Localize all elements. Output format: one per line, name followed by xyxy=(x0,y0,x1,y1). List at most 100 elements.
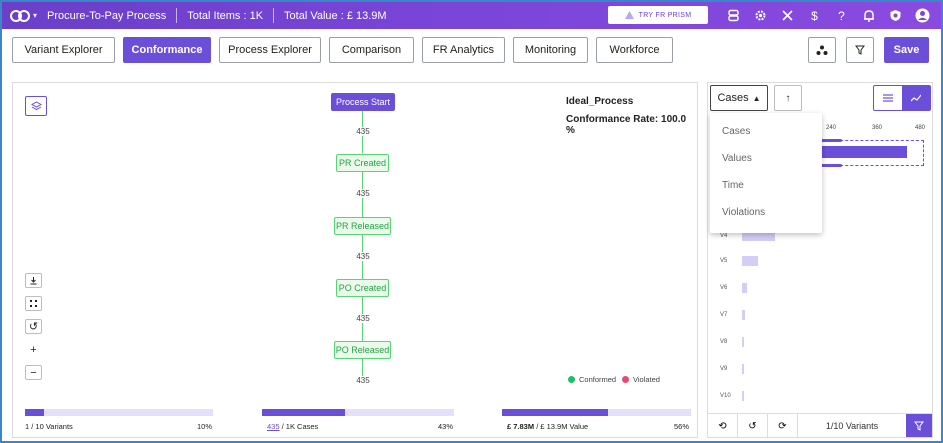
divider xyxy=(273,8,275,23)
range-handle-bottom[interactable] xyxy=(820,164,842,167)
process-title: Procure-To-Pay Process xyxy=(47,9,167,22)
variant-bar-v10[interactable] xyxy=(742,391,744,401)
variant-bar-v7[interactable] xyxy=(742,310,745,320)
menu-item-values[interactable]: Values xyxy=(722,153,752,164)
variant-bar-v8[interactable] xyxy=(742,337,744,347)
zoom-out-button[interactable]: − xyxy=(25,365,42,380)
list-icon xyxy=(883,94,893,102)
variant-label: V6 xyxy=(720,285,728,291)
tab-comparison[interactable]: Comparison xyxy=(329,37,414,63)
dollar-icon[interactable]: $ xyxy=(811,8,818,23)
download-button[interactable] xyxy=(25,273,42,288)
minus-icon: − xyxy=(30,366,37,379)
edge xyxy=(362,359,363,377)
model-name: Ideal_Process xyxy=(566,96,634,107)
download-icon xyxy=(30,277,37,285)
save-button[interactable]: Save xyxy=(884,37,929,63)
filter-icon xyxy=(914,421,924,431)
variant-label: V4 xyxy=(720,233,728,239)
variant-label: V10 xyxy=(720,393,731,399)
node-pr-created[interactable]: PR Created xyxy=(336,154,389,172)
bell-icon[interactable] xyxy=(859,6,878,25)
tab-process-explorer[interactable]: Process Explorer xyxy=(219,37,321,63)
value-pct: 56% xyxy=(674,422,690,431)
top-bar: ▾ Procure-To-Pay Process Total Items : 1… xyxy=(2,2,941,29)
shield-settings-icon[interactable] xyxy=(886,6,905,25)
reset-button[interactable]: ↺ xyxy=(25,319,42,334)
tab-fr-analytics[interactable]: FR Analytics xyxy=(422,37,505,63)
repeat-icon: ⟳ xyxy=(778,420,787,432)
total-items: Total Items : 1K xyxy=(187,9,264,22)
axis-tick: 360 xyxy=(872,125,883,131)
axis-tick: 480 xyxy=(915,125,926,131)
tab-conformance[interactable]: Conformance xyxy=(123,37,211,63)
tools-icon[interactable] xyxy=(778,6,797,25)
variant-bar-v5[interactable] xyxy=(742,256,758,266)
tab-variant-explorer[interactable]: Variant Explorer xyxy=(12,37,115,63)
chevron-up-icon: ▲ xyxy=(752,93,761,103)
undo-icon: ↺ xyxy=(748,420,757,432)
tab-workforce[interactable]: Workforce xyxy=(596,37,673,63)
variant-label: V8 xyxy=(720,339,728,345)
database-icon[interactable] xyxy=(724,6,743,25)
hierarchy-button[interactable] xyxy=(808,37,836,63)
legend-violated: Violated xyxy=(622,375,660,384)
cases-link[interactable]: 435 xyxy=(267,422,280,431)
process-map-panel: Ideal_Process Conformance Rate: 100.0 % … xyxy=(12,82,698,438)
metric-dropdown-menu: Cases Values Time Violations xyxy=(710,113,822,233)
cases-progress-fill xyxy=(262,409,345,416)
divider xyxy=(176,8,178,23)
trend-icon xyxy=(911,94,921,102)
fit-screen-button[interactable] xyxy=(25,296,42,311)
cases-pct: 43% xyxy=(438,422,454,431)
sort-button[interactable]: ↑ xyxy=(774,85,802,111)
violated-dot-icon xyxy=(622,376,629,383)
try-prism-button[interactable]: TRY FR PRISM xyxy=(608,6,708,24)
edge-count: 435 xyxy=(348,189,378,198)
variants-pct: 10% xyxy=(197,422,213,431)
tab-monitoring[interactable]: Monitoring xyxy=(513,37,588,63)
hierarchy-icon xyxy=(816,45,828,55)
variant-bar-v4[interactable] xyxy=(742,231,775,241)
cases-count: 435 / 1K Cases xyxy=(267,422,319,431)
metric-dropdown[interactable]: Cases ▲ xyxy=(710,85,768,111)
node-po-released[interactable]: PO Released xyxy=(334,341,391,359)
edge-count: 435 xyxy=(348,252,378,261)
app-logo-icon[interactable] xyxy=(10,9,30,23)
apply-filter-button[interactable] xyxy=(906,414,932,437)
variant-bar-v6[interactable] xyxy=(742,283,747,293)
menu-item-violations[interactable]: Violations xyxy=(722,207,766,218)
variant-counter: 1/10 Variants xyxy=(825,420,879,431)
variant-bar-v9[interactable] xyxy=(742,364,744,374)
layers-button[interactable] xyxy=(25,96,47,116)
zoom-in-button[interactable]: + xyxy=(25,342,42,357)
user-avatar-icon[interactable] xyxy=(913,6,932,25)
loop-right-button[interactable]: ⟳ xyxy=(768,414,798,438)
variants-progress xyxy=(25,409,213,416)
value-progress-fill xyxy=(502,409,608,416)
reset-variants-button[interactable]: ↺ xyxy=(738,414,768,438)
reset-icon: ↺ xyxy=(28,321,39,333)
chevron-down-icon[interactable]: ▾ xyxy=(33,11,38,20)
loop-icon: ⟲ xyxy=(718,420,727,432)
node-process-start[interactable]: Process Start xyxy=(331,93,395,111)
variant-bar-v1[interactable] xyxy=(820,146,907,158)
menu-item-time[interactable]: Time xyxy=(722,180,744,191)
loop-left-button[interactable]: ⟲ xyxy=(708,414,738,438)
help-icon[interactable]: ? xyxy=(838,8,845,23)
cases-progress xyxy=(262,409,454,416)
settings-gear-icon[interactable] xyxy=(751,6,770,25)
value-progress xyxy=(502,409,691,416)
variant-chart-panel: Cases ▲ ↑ Cases Values Time Violations 2… xyxy=(707,82,933,438)
filter-button[interactable] xyxy=(846,37,874,63)
edge-count: 435 xyxy=(348,127,378,136)
menu-item-cases[interactable]: Cases xyxy=(722,126,751,137)
axis-tick: 240 xyxy=(826,125,837,131)
conformed-dot-icon xyxy=(568,376,575,383)
chart-view-button[interactable] xyxy=(902,86,930,110)
list-view-button[interactable] xyxy=(874,86,902,110)
node-pr-released[interactable]: PR Released xyxy=(334,217,391,235)
variant-footer: ⟲ ↺ ⟳ 1/10 Variants xyxy=(708,413,932,438)
plus-icon: + xyxy=(30,343,37,356)
node-po-created[interactable]: PO Created xyxy=(336,279,389,297)
